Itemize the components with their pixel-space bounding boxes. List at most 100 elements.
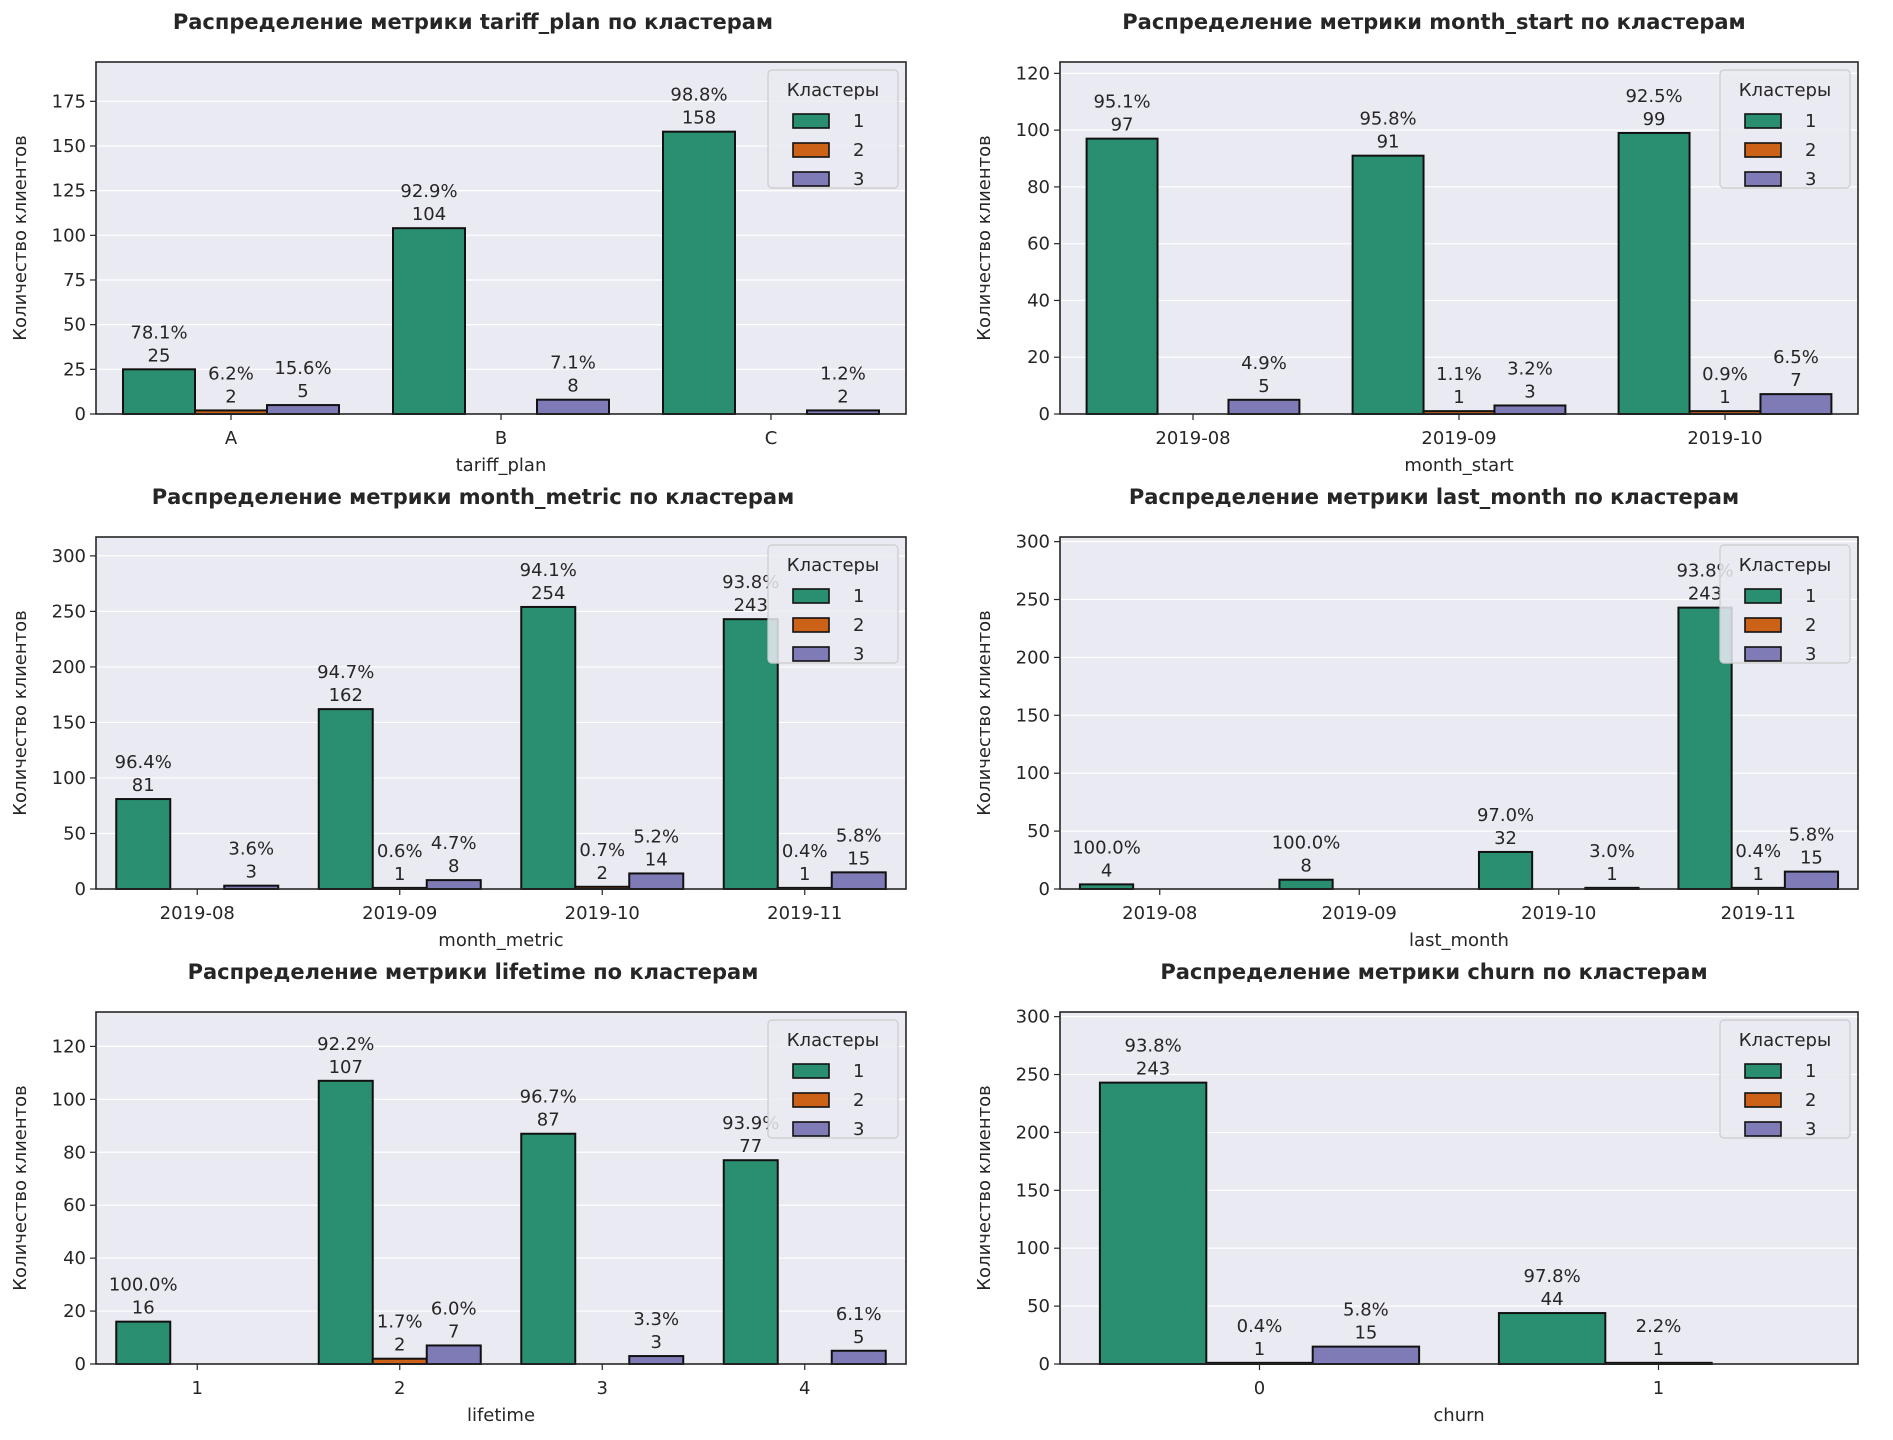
legend-swatch-3 [792, 171, 830, 187]
bar-cluster-1 [392, 227, 466, 415]
bar-count-label: 107 [329, 1057, 363, 1078]
bar-count-label: 99 [1643, 109, 1666, 130]
legend-swatch-2 [1744, 1092, 1782, 1108]
bar-cluster-1 [1085, 137, 1159, 415]
bar-count-label: 243 [1688, 584, 1722, 605]
legend-swatch-1 [792, 588, 830, 604]
legend-swatch-2 [1744, 142, 1782, 158]
y-tick-label: 100 [52, 1089, 86, 1110]
chart-month-start: Распределение метрики month_start по кла… [974, 0, 1893, 480]
bar-count-label: 1 [394, 864, 405, 885]
bar-percent-label: 3.3% [633, 1309, 679, 1330]
bar-percent-label: 93.8% [1125, 1036, 1182, 1057]
legend-title: Кластеры [1739, 555, 1831, 576]
legend: Кластеры 1 2 3 [767, 544, 899, 665]
x-tick-label: 2 [394, 1378, 405, 1399]
bar-count-label: 1 [799, 864, 810, 885]
bar-count-label: 243 [734, 595, 768, 616]
bar-cluster-3 [1759, 393, 1833, 415]
y-tick-label: 60 [63, 1195, 86, 1216]
bar-cluster-1 [520, 605, 577, 890]
y-tick-label: 40 [1027, 290, 1050, 311]
legend-label: 3 [853, 1119, 864, 1140]
bar-percent-label: 0.4% [782, 841, 828, 862]
y-tick-label: 200 [1016, 1122, 1050, 1143]
legend-swatch-3 [792, 646, 830, 662]
y-tick-label: 20 [1027, 347, 1050, 368]
bar-percent-label: 92.9% [400, 181, 457, 202]
bar-percent-label: 93.9% [722, 1113, 779, 1134]
y-tick-label: 0 [75, 1354, 86, 1375]
y-tick-label: 200 [1016, 647, 1050, 668]
chart-title: Распределение метрики churn по кластерам [1160, 960, 1708, 984]
x-tick-label: 4 [799, 1378, 810, 1399]
legend-swatch-3 [1744, 1121, 1782, 1137]
legend-box [1719, 1019, 1851, 1139]
legend: Кластеры 1 2 3 [1719, 544, 1851, 665]
legend-title: Кластеры [787, 80, 879, 101]
bar-count-label: 97 [1111, 115, 1134, 136]
x-tick-label: 3 [597, 1378, 608, 1399]
y-tick-label: 100 [52, 768, 86, 789]
bar-percent-label: 6.0% [431, 1298, 477, 1319]
x-tick-label: A [225, 428, 238, 449]
x-tick-label: 2019-08 [1155, 428, 1230, 449]
bar-cluster-3 [1783, 870, 1840, 891]
y-axis-label: Количество клиентов [974, 135, 995, 340]
bar-cluster-1 [1617, 131, 1691, 415]
x-tick-label: 1 [1653, 1378, 1664, 1399]
y-tick-label: 150 [1016, 705, 1050, 726]
bar-percent-label: 1.7% [377, 1312, 423, 1333]
bar-count-label: 16 [132, 1298, 155, 1319]
bar-count-label: 87 [537, 1110, 560, 1131]
bar-cluster-1 [115, 1320, 172, 1366]
bar-percent-label: 100.0% [1272, 833, 1341, 854]
x-tick-label: 2019-09 [1322, 903, 1397, 924]
bar-count-label: 3 [1524, 381, 1535, 402]
y-tick-label: 40 [63, 1248, 86, 1269]
bar-cluster-1 [722, 1159, 779, 1365]
legend-label: 1 [1805, 586, 1816, 607]
chart-title: Распределение метрики lifetime по класте… [187, 960, 759, 984]
legend-box [767, 544, 899, 664]
y-tick-label: 120 [1016, 63, 1050, 84]
bar-percent-label: 95.1% [1093, 92, 1150, 113]
bar-cluster-3 [425, 1344, 482, 1366]
legend-label: 3 [1805, 1119, 1816, 1140]
x-tick-label: 2019-09 [362, 903, 437, 924]
x-axis-label: month_start [1404, 455, 1513, 476]
bar-count-label: 8 [567, 376, 578, 397]
y-tick-label: 150 [52, 712, 86, 733]
y-tick-label: 100 [1016, 120, 1050, 141]
bar-count-label: 2 [837, 386, 848, 407]
axes-frame [1059, 61, 1859, 415]
bar-cluster-3 [830, 871, 887, 890]
legend-label: 1 [1805, 111, 1816, 132]
axes-frame [1059, 1011, 1859, 1365]
bar-count-label: 44 [1541, 1289, 1564, 1310]
chart-lifetime: Распределение метрики lifetime по класте… [0, 950, 946, 1440]
y-tick-label: 100 [52, 225, 86, 246]
chart-svg: 0501001502002503008196.4%33.6%2019-08162… [10, 536, 907, 951]
axes-frame [95, 61, 907, 415]
y-tick-label: 50 [63, 823, 86, 844]
legend-title: Кластеры [787, 555, 879, 576]
bar-count-label: 7 [448, 1321, 459, 1342]
legend-swatch-2 [1744, 617, 1782, 633]
chart-title: Распределение метрики month_metric по кл… [151, 485, 795, 509]
bar-percent-label: 92.2% [317, 1034, 374, 1055]
bar-cluster-3 [536, 398, 610, 416]
bar-percent-label: 0.9% [1702, 364, 1748, 385]
bar-percent-label: 5.8% [836, 825, 882, 846]
bar-cluster-1 [1278, 878, 1334, 891]
x-tick-label: 2019-08 [160, 903, 235, 924]
y-tick-label: 0 [1039, 879, 1050, 900]
bar-percent-label: 100.0% [109, 1275, 178, 1296]
bar-percent-label: 96.7% [520, 1087, 577, 1108]
chart-churn: Распределение метрики churn по кластерам… [974, 950, 1893, 1440]
bar-count-label: 1 [1719, 387, 1730, 408]
legend: Кластеры 1 2 3 [767, 69, 899, 190]
bar-cluster-3 [1311, 1345, 1421, 1366]
bar-count-label: 8 [448, 856, 459, 877]
